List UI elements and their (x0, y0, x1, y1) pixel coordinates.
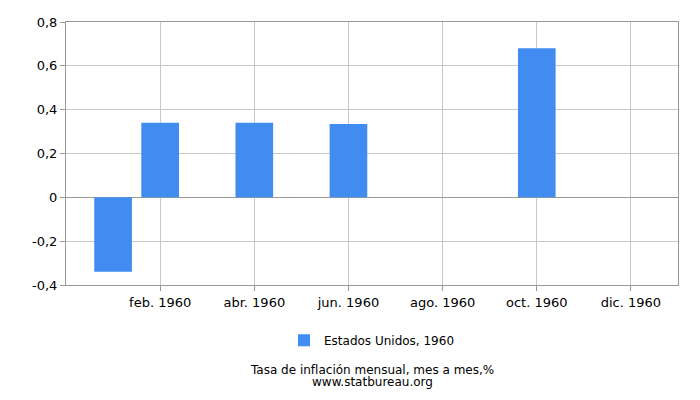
svg-text:Tasa de inflación mensual, mes: Tasa de inflación mensual, mes a mes,% (250, 363, 494, 377)
svg-text:0,2: 0,2 (37, 146, 58, 161)
svg-text:0,4: 0,4 (37, 102, 58, 117)
svg-text:-0,2: -0,2 (32, 234, 57, 249)
svg-text:0: 0 (49, 190, 57, 205)
svg-text:dic. 1960: dic. 1960 (601, 295, 661, 310)
svg-text:feb. 1960: feb. 1960 (129, 295, 191, 310)
svg-text:ago. 1960: ago. 1960 (410, 295, 475, 310)
svg-text:0,8: 0,8 (37, 15, 58, 30)
svg-text:oct. 1960: oct. 1960 (506, 295, 568, 310)
svg-text:0,6: 0,6 (37, 58, 58, 73)
svg-text:-0,4: -0,4 (32, 278, 57, 293)
svg-text:abr. 1960: abr. 1960 (223, 295, 285, 310)
svg-text:www.statbureau.org: www.statbureau.org (312, 375, 433, 389)
svg-text:Estados Unidos, 1960: Estados Unidos, 1960 (324, 334, 454, 348)
svg-text:jun. 1960: jun. 1960 (317, 295, 379, 310)
